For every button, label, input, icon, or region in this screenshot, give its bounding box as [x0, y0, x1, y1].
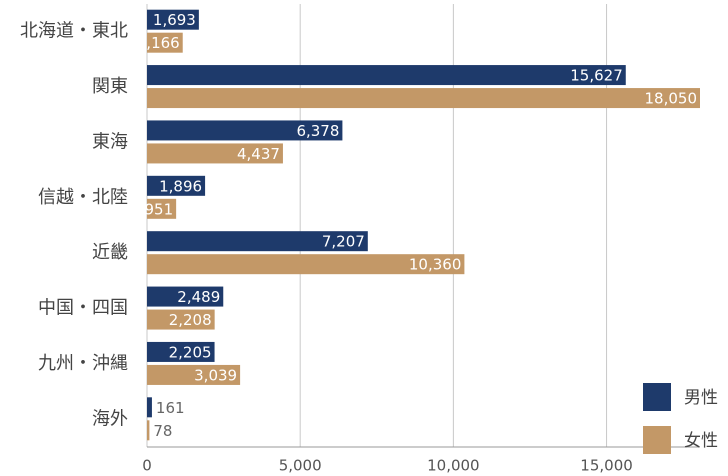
value-label: 2,489 [177, 288, 220, 306]
value-label: 4,437 [237, 145, 280, 163]
category-label: 中国・四国 [38, 298, 128, 319]
bar [147, 420, 150, 441]
bar [147, 175, 206, 196]
category-label: 北海道・東北 [20, 21, 128, 42]
x-tick-label: 5,000 [279, 457, 322, 475]
bar [147, 9, 199, 30]
bar [147, 286, 224, 307]
bar [147, 143, 283, 164]
bar [147, 65, 626, 86]
value-label: 2,208 [169, 311, 212, 329]
bar [147, 341, 215, 362]
value-label: 15,627 [570, 67, 623, 85]
value-label: 1,896 [159, 177, 202, 195]
value-label: 78 [153, 422, 172, 440]
x-tick-label: 0 [142, 457, 152, 475]
legend-label: 男性 [684, 388, 718, 408]
legend-label: 女性 [684, 431, 718, 451]
bar [147, 364, 241, 385]
x-tick-label: 15,000 [580, 457, 633, 475]
bar [147, 254, 465, 275]
category-label: 信越・北陸 [38, 187, 128, 208]
category-label: 海外 [92, 408, 128, 429]
value-label: 18,050 [645, 90, 698, 108]
value-label: 1,166 [137, 34, 180, 52]
bar [147, 198, 177, 219]
value-label: 6,378 [296, 122, 339, 140]
category-label: 九州・沖縄 [38, 353, 128, 374]
value-label: 10,360 [409, 256, 462, 274]
bar [147, 32, 183, 53]
value-label: 951 [144, 200, 173, 218]
category-label: 関東 [92, 76, 128, 97]
value-label: 161 [156, 399, 185, 417]
x-tick-label: 10,000 [427, 457, 480, 475]
legend-swatch [643, 383, 671, 411]
value-label: 7,207 [322, 233, 365, 251]
bar [147, 309, 215, 330]
bar [147, 120, 343, 141]
value-label: 1,693 [153, 11, 196, 29]
bar [147, 231, 368, 252]
value-label: 2,205 [169, 343, 212, 361]
bar [147, 397, 152, 418]
category-label: 東海 [92, 131, 128, 152]
bar [147, 88, 700, 109]
legend-swatch [643, 426, 671, 454]
value-label: 3,039 [194, 366, 237, 384]
category-label: 近畿 [92, 242, 128, 263]
